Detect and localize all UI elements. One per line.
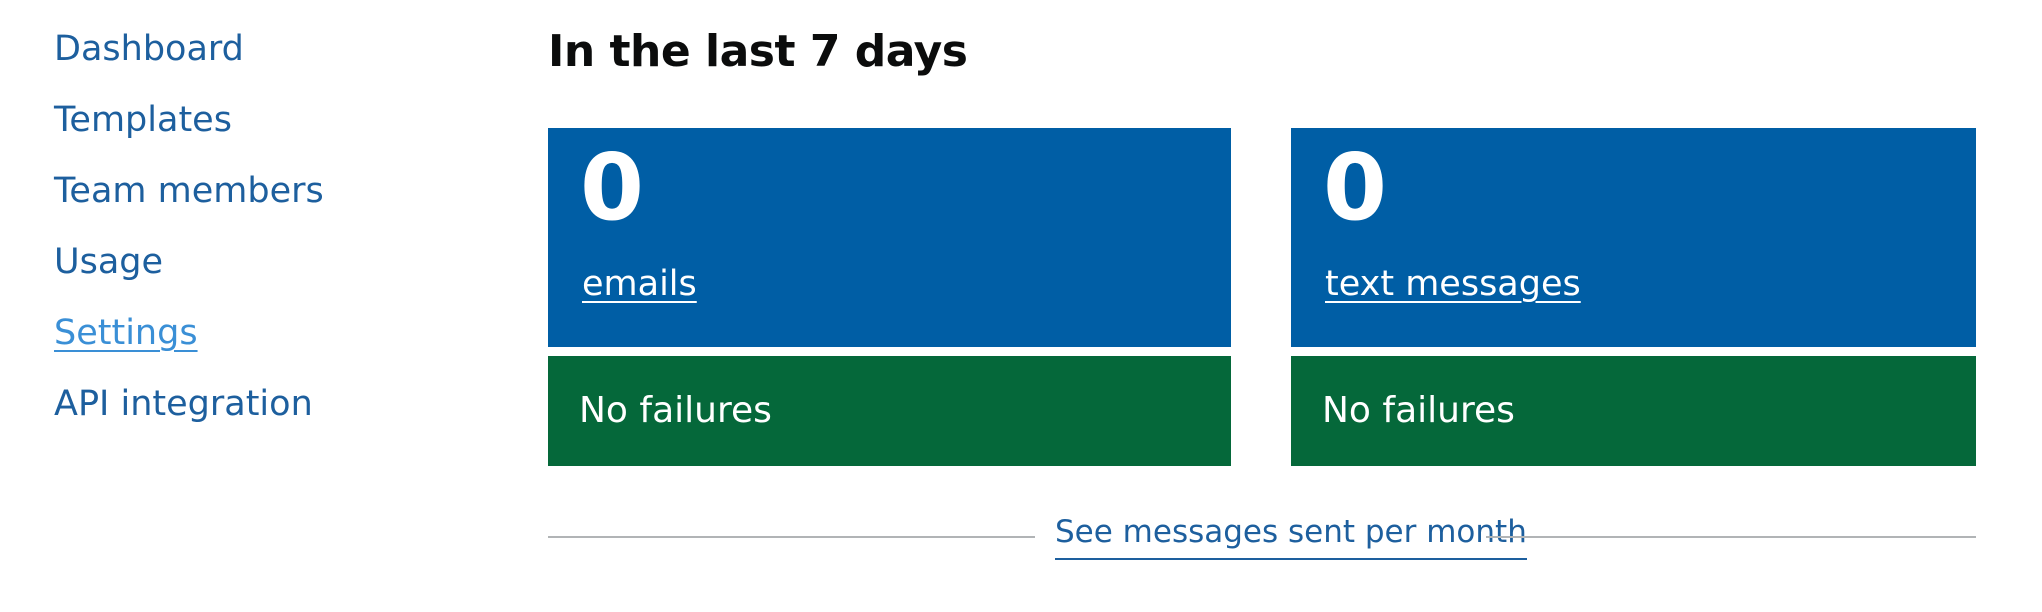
sidebar-item-settings[interactable]: Settings <box>54 313 198 353</box>
emails-stat-card: 0 emails <box>548 128 1231 347</box>
page-title: In the last 7 days <box>548 26 968 77</box>
text-messages-failures-panel: No failures <box>1291 356 1976 466</box>
text-messages-stat-card: 0 text messages <box>1291 128 1976 347</box>
sidebar-item-templates[interactable]: Templates <box>54 100 232 140</box>
emails-link[interactable]: emails <box>582 264 697 304</box>
text-messages-count: 0 <box>1323 134 1388 241</box>
messages-per-month-link[interactable]: See messages sent per month <box>1055 510 1527 560</box>
sidebar-item-dashboard[interactable]: Dashboard <box>54 29 244 69</box>
divider-right <box>1486 536 1976 538</box>
sidebar-item-usage[interactable]: Usage <box>54 242 164 282</box>
sidebar-item-team-members[interactable]: Team members <box>54 171 324 211</box>
text-messages-failures-text: No failures <box>1322 390 1515 431</box>
emails-failures-text: No failures <box>579 390 772 431</box>
emails-count: 0 <box>580 134 645 241</box>
sidebar-item-api-integration[interactable]: API integration <box>54 384 313 424</box>
divider-left <box>548 536 1035 538</box>
text-messages-link[interactable]: text messages <box>1325 264 1581 304</box>
emails-failures-panel: No failures <box>548 356 1231 466</box>
